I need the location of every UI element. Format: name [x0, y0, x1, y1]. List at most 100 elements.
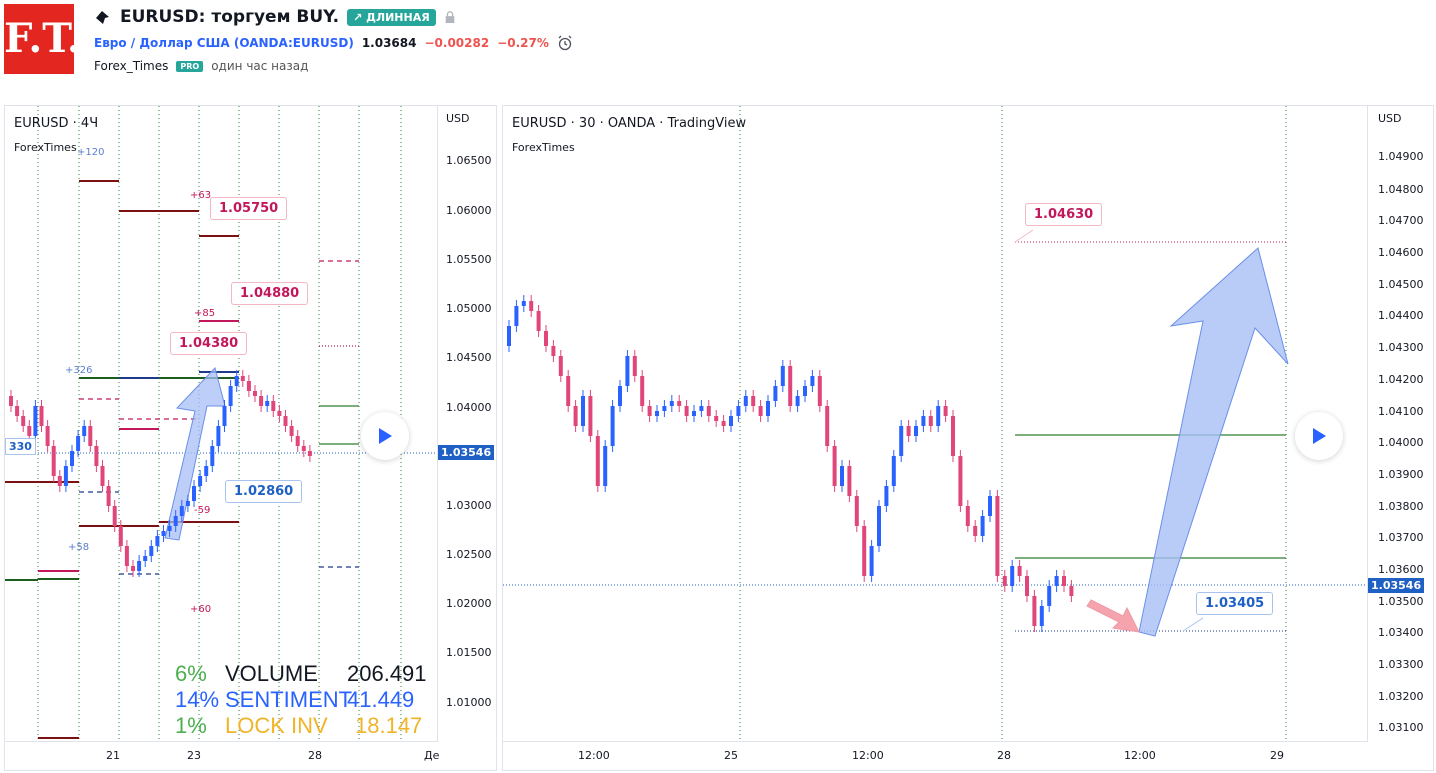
currency-label: USD — [1378, 112, 1402, 125]
candle-body — [161, 531, 166, 536]
candle-body — [33, 406, 38, 436]
x-tick: 28 — [308, 749, 322, 762]
chart-4h-plot — [5, 106, 437, 742]
symbol-price: 1.03684 — [361, 36, 417, 50]
y-tick: 1.04400 — [1378, 309, 1424, 322]
candle-body — [137, 561, 142, 571]
price-label-1[interactable]: 1.05750 — [210, 197, 288, 220]
candle-body — [271, 401, 276, 411]
candle-body — [551, 346, 556, 356]
y-tick: 1.04500 — [1378, 278, 1424, 291]
candle-body — [259, 396, 264, 406]
y-tick: 1.03000 — [446, 499, 492, 512]
candle-body — [289, 426, 294, 436]
author-row: Forex_Times PRO один час назад — [94, 59, 308, 73]
y-tick: 1.03500 — [1378, 595, 1424, 608]
y-tick: 1.05500 — [446, 253, 492, 266]
play-button-right[interactable] — [1295, 412, 1343, 460]
price-label-entry[interactable]: 1.03405 — [1196, 592, 1274, 615]
candle-body — [669, 401, 674, 406]
candle-body — [63, 466, 68, 486]
candle-body — [167, 526, 172, 531]
candle-body — [198, 476, 203, 486]
candle-body — [39, 406, 44, 426]
candle-body — [780, 366, 785, 386]
chart-4h-title: EURUSD · 4Ч — [14, 116, 99, 131]
candle-body — [1017, 566, 1022, 576]
arrow-up-right-icon: ↗ — [353, 10, 367, 24]
y-tick: 1.04000 — [446, 401, 492, 414]
candle-body — [265, 401, 270, 406]
idea-title: EURUSD: торгуем BUY. — [120, 7, 340, 27]
candle-body — [155, 536, 160, 546]
candle-body — [131, 566, 135, 571]
time-axis-left[interactable]: 21 23 28 Де — [5, 741, 439, 770]
chart-4h-panel[interactable]: EURUSD · 4Ч ForexTimes 330 1.05750 1.048… — [4, 105, 497, 771]
candle-body — [27, 426, 32, 436]
pip-label: -59 — [194, 505, 211, 516]
symbol-name-link[interactable]: Евро / Доллар США (OANDA:EURUSD) — [94, 36, 354, 50]
y-tick: 1.03100 — [1378, 721, 1424, 734]
chart-30m-panel[interactable]: EURUSD · 30 · OANDA · TradingView ForexT… — [502, 105, 1434, 771]
candle-body — [192, 486, 196, 501]
candle-body — [921, 416, 926, 426]
candle-body — [536, 311, 541, 331]
stats-row-volume: 6% VOLUME 206.491 — [175, 661, 427, 687]
symbol-row: Евро / Доллар США (OANDA:EURUSD) 1.03684… — [94, 35, 575, 51]
candle-body — [684, 406, 689, 416]
y-tick: 1.02000 — [446, 597, 492, 610]
candle-body — [1010, 566, 1015, 586]
candle-body — [610, 406, 615, 446]
candle-body — [766, 401, 770, 416]
price-label-3[interactable]: 1.04380 — [170, 332, 248, 355]
candle-body — [185, 501, 190, 506]
pip-label: +60 — [190, 604, 212, 615]
candle-body — [301, 446, 306, 451]
price-axis-right[interactable]: USD 1.04900 1.04800 1.04700 1.04600 1.04… — [1367, 106, 1433, 742]
candle-body — [573, 406, 578, 426]
candle-body — [45, 426, 50, 446]
candle-body — [82, 426, 87, 436]
direction-badge-label: ДЛИННАЯ — [366, 10, 430, 24]
time-axis-right[interactable]: 12:00 25 12:00 28 12:00 29 — [503, 741, 1367, 770]
currency-label: USD — [446, 112, 470, 125]
candle-body — [514, 306, 519, 326]
candle-body — [210, 446, 215, 466]
author-name[interactable]: Forex_Times — [94, 59, 169, 73]
candle-body — [94, 446, 99, 466]
candle-body — [1032, 596, 1037, 626]
pip-label: +58 — [68, 542, 90, 553]
alarm-clock-icon[interactable] — [557, 35, 575, 51]
candle-body — [758, 406, 763, 416]
x-tick: 12:00 — [1124, 749, 1156, 762]
play-icon — [379, 428, 392, 444]
y-tick: 1.04700 — [1378, 214, 1424, 227]
stat-name: VOLUME — [225, 661, 318, 686]
play-button-left[interactable] — [361, 412, 409, 460]
candle-body — [595, 436, 600, 486]
candle-body — [179, 506, 184, 516]
price-label-4[interactable]: 1.02860 — [225, 480, 303, 503]
candle-body — [899, 426, 904, 456]
y-tick: 1.03900 — [1378, 468, 1424, 481]
current-price-tag: 1.03546 — [438, 445, 495, 460]
candle-body — [817, 376, 822, 406]
candle-body — [118, 526, 123, 546]
candle-body — [714, 416, 719, 421]
y-tick: 1.03400 — [1378, 626, 1424, 639]
price-axis-left[interactable]: USD 1.06500 1.06000 1.05500 1.05000 1.04… — [437, 106, 496, 742]
stats-row-sentiment: 14% SENTIMENT 41.449 — [175, 687, 427, 713]
candle-body — [840, 466, 844, 486]
candle-body — [699, 406, 704, 411]
candle-body — [283, 416, 288, 426]
brand-logo[interactable]: F.T. — [4, 4, 81, 74]
direction-badge: ↗ ДЛИННАЯ — [347, 8, 436, 26]
x-tick: 12:00 — [578, 749, 610, 762]
price-label-2[interactable]: 1.04880 — [231, 282, 309, 305]
stat-value: 206.491 — [347, 661, 427, 686]
candle-body — [277, 411, 282, 416]
price-label-target[interactable]: 1.04630 — [1025, 203, 1103, 226]
title-row: EURUSD: торгуем BUY. ↗ ДЛИННАЯ — [94, 6, 456, 28]
x-tick: 28 — [997, 749, 1011, 762]
candle-body — [803, 386, 807, 396]
